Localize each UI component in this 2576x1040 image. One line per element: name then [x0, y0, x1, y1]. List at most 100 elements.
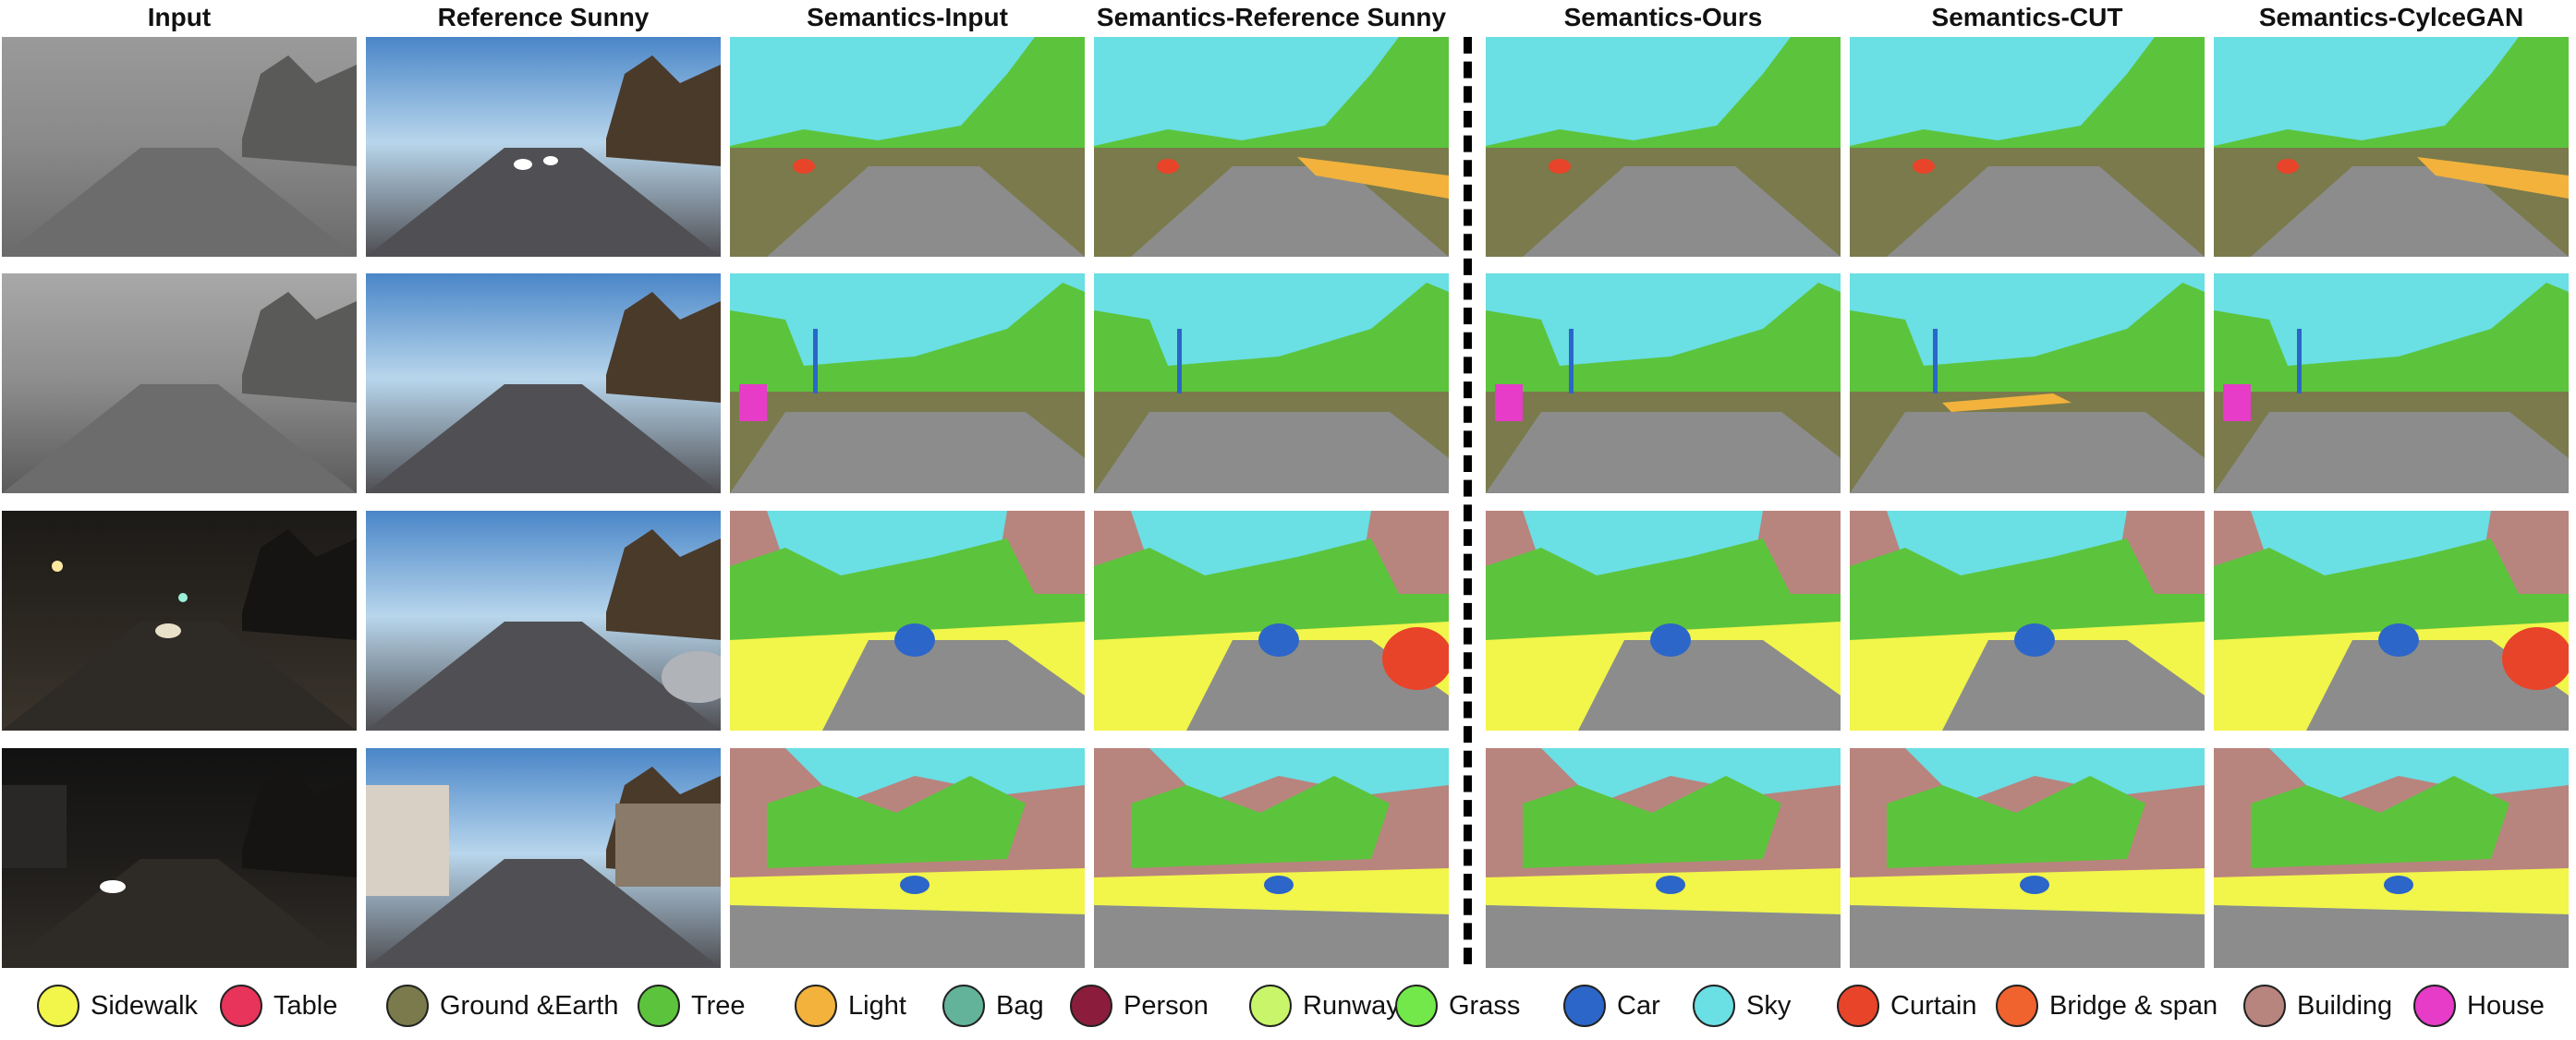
- tree-region: [1850, 538, 2205, 640]
- car-lights: [155, 623, 181, 638]
- legend-swatch: [1996, 985, 2038, 1027]
- road-region: [730, 905, 1085, 968]
- legend-swatch: [1249, 985, 1292, 1027]
- curtain-region: [1913, 159, 1935, 174]
- column-header-sem_cut: Semantics-CUT: [1931, 3, 2123, 31]
- panel-fog-sem_reference: [1094, 37, 1449, 257]
- legend-item: Sky: [1693, 981, 1791, 1031]
- legend-item: House: [2413, 981, 2545, 1031]
- street-light: [52, 561, 63, 572]
- tree-silhouette: [242, 292, 357, 403]
- tree-region: [1131, 776, 1390, 868]
- car-region: [894, 623, 935, 657]
- panel-night-dark-input: [2, 748, 357, 968]
- panel-fog-sem_cut: [1850, 37, 2205, 257]
- column-header-sem_ours: Semantics-Ours: [1563, 3, 1763, 31]
- panel-fog-reference: [366, 37, 721, 257]
- tree-region: [767, 776, 1026, 868]
- panel-fog-sem_cyclegan: [2214, 37, 2569, 257]
- car-lights: [100, 880, 126, 893]
- legend-swatch: [1070, 985, 1112, 1027]
- panel-night-dark-sem_reference: [1094, 748, 1449, 968]
- class-legend: Sidewalk Table Ground &Earth Tree Light Bag Pe…: [0, 972, 2576, 1040]
- pole-region: [1933, 329, 1938, 393]
- car-region: [2378, 623, 2419, 657]
- panel-overcast-snow-sem_reference: [1094, 273, 1449, 493]
- legend-item: Car: [1563, 981, 1660, 1031]
- legend-item: Building: [2243, 981, 2392, 1031]
- column-header-sem_cyclegan: Semantics-CylceGAN: [2258, 3, 2524, 31]
- legend-item: Bridge & span: [1996, 981, 2218, 1031]
- pole-region: [2297, 329, 2302, 393]
- tree-silhouette: [606, 529, 721, 640]
- legend-label: Light: [848, 990, 906, 1021]
- house-region: [1495, 384, 1523, 421]
- road-region: [1850, 412, 2205, 493]
- house-region: [2223, 384, 2251, 421]
- legend-item: Curtain: [1837, 981, 1977, 1031]
- legend-label: Person: [1124, 990, 1209, 1021]
- panel-night-lit-input: [2, 511, 357, 731]
- legend-label: Sidewalk: [91, 990, 199, 1021]
- panel-night-dark-reference: [366, 748, 721, 968]
- legend-swatch: [1837, 985, 1879, 1027]
- legend-swatch: [795, 985, 837, 1027]
- pole-region: [1177, 329, 1182, 393]
- road-region: [1094, 905, 1449, 968]
- tree-silhouette: [606, 55, 721, 166]
- building: [615, 804, 721, 887]
- road-region: [1942, 640, 2205, 731]
- tree-region: [2214, 37, 2569, 159]
- car: [514, 159, 532, 170]
- panel-night-lit-reference: [366, 511, 721, 731]
- tree-region: [2251, 776, 2509, 868]
- curtain-region: [1549, 159, 1571, 174]
- road-region: [730, 412, 1085, 493]
- legend-label: Ground &Earth: [440, 990, 619, 1021]
- legend-label: Table: [273, 990, 338, 1021]
- panel-fog-sem_input: [730, 37, 1085, 257]
- car-region: [1650, 623, 1691, 657]
- road-region: [2251, 166, 2569, 257]
- tree-region: [2214, 283, 2569, 403]
- panel-night-lit-sem_cyclegan: [2214, 511, 2569, 731]
- legend-label: Runway: [1303, 990, 1400, 1021]
- curtain-region: [2277, 159, 2299, 174]
- legend-item: Person: [1070, 981, 1209, 1031]
- legend-swatch: [37, 985, 79, 1027]
- road-surface: [2, 148, 357, 257]
- legend-swatch: [1563, 985, 1606, 1027]
- tree-silhouette: [242, 529, 357, 640]
- legend-swatch: [386, 985, 429, 1027]
- legend-item: Ground &Earth: [386, 981, 618, 1031]
- road-surface: [366, 622, 721, 731]
- legend-item: Sidewalk: [37, 981, 198, 1031]
- tree-silhouette: [606, 292, 721, 403]
- legend-item: Tree: [638, 981, 746, 1031]
- tree-region: [1094, 283, 1449, 403]
- road-surface: [2, 384, 357, 493]
- car: [543, 156, 558, 165]
- building: [366, 785, 449, 896]
- tree-region: [1094, 37, 1449, 159]
- panel-night-dark-sem_cut: [1850, 748, 2205, 968]
- column-header-input: Input: [147, 3, 212, 31]
- legend-swatch: [942, 985, 985, 1027]
- panel-overcast-snow-sem_input: [730, 273, 1085, 493]
- road-region: [1094, 412, 1449, 493]
- curtain-region: [1157, 159, 1179, 174]
- road-surface: [2, 859, 357, 968]
- road-region: [1486, 412, 1841, 493]
- road-region: [1887, 166, 2205, 257]
- tree-region: [730, 538, 1085, 640]
- tree-region: [1094, 538, 1449, 640]
- road-region: [2214, 412, 2569, 493]
- legend-item: Table: [220, 981, 337, 1031]
- legend-swatch: [2243, 985, 2286, 1027]
- car-region: [1656, 876, 1685, 894]
- road-surface: [366, 384, 721, 493]
- tree-region: [1486, 37, 1841, 159]
- tree-region: [2214, 538, 2569, 640]
- road-region: [1523, 166, 1841, 257]
